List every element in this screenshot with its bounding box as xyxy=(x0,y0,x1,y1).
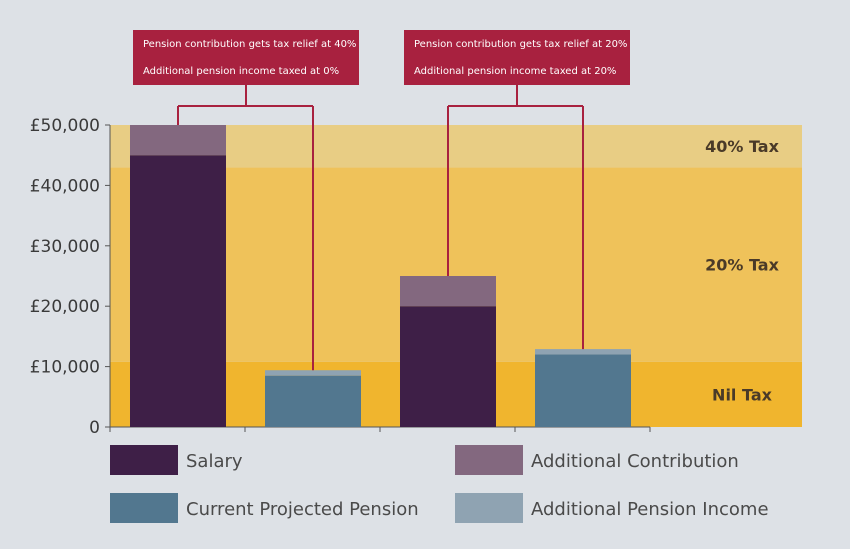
legend-label-0: Salary xyxy=(186,451,243,472)
legend-label-2: Current Projected Pension xyxy=(186,499,419,520)
legend-label-3: Additional Pension Income xyxy=(531,499,769,520)
tax-band-label-2: 40% Tax xyxy=(705,137,780,156)
y-tick-label-3: £30,000 xyxy=(30,237,100,257)
bar-3-segment-0 xyxy=(535,354,631,427)
bar-0-segment-1 xyxy=(130,125,226,156)
tax-band-label-0: Nil Tax xyxy=(712,385,773,404)
legend-label-1: Additional Contribution xyxy=(531,451,739,472)
callout-0-box xyxy=(133,30,359,85)
legend-swatch-0 xyxy=(110,445,178,475)
callout-0-line-0: Pension contribution gets tax relief at … xyxy=(143,39,356,50)
bar-1-segment-0 xyxy=(265,375,361,427)
y-tick-label-0: 0 xyxy=(89,418,100,438)
callout-0-line-1: Additional pension income taxed at 0% xyxy=(143,66,339,77)
legend-swatch-3 xyxy=(455,493,523,523)
callout-1-box xyxy=(404,30,630,85)
bar-1-segment-1 xyxy=(265,370,361,376)
bar-2-segment-1 xyxy=(400,276,496,307)
legend-swatch-2 xyxy=(110,493,178,523)
y-tick-label-4: £40,000 xyxy=(30,176,100,196)
legend-swatch-1 xyxy=(455,445,523,475)
tax-band-label-1: 20% Tax xyxy=(705,256,780,275)
y-tick-label-5: £50,000 xyxy=(30,116,100,136)
callout-1-line-1: Additional pension income taxed at 20% xyxy=(414,66,616,77)
bar-0-segment-0 xyxy=(130,155,226,427)
callout-1-line-0: Pension contribution gets tax relief at … xyxy=(414,39,627,50)
bar-3-segment-1 xyxy=(535,349,631,355)
y-tick-label-2: £20,000 xyxy=(30,297,100,317)
bar-2-segment-0 xyxy=(400,306,496,427)
y-tick-label-1: £10,000 xyxy=(30,358,100,378)
